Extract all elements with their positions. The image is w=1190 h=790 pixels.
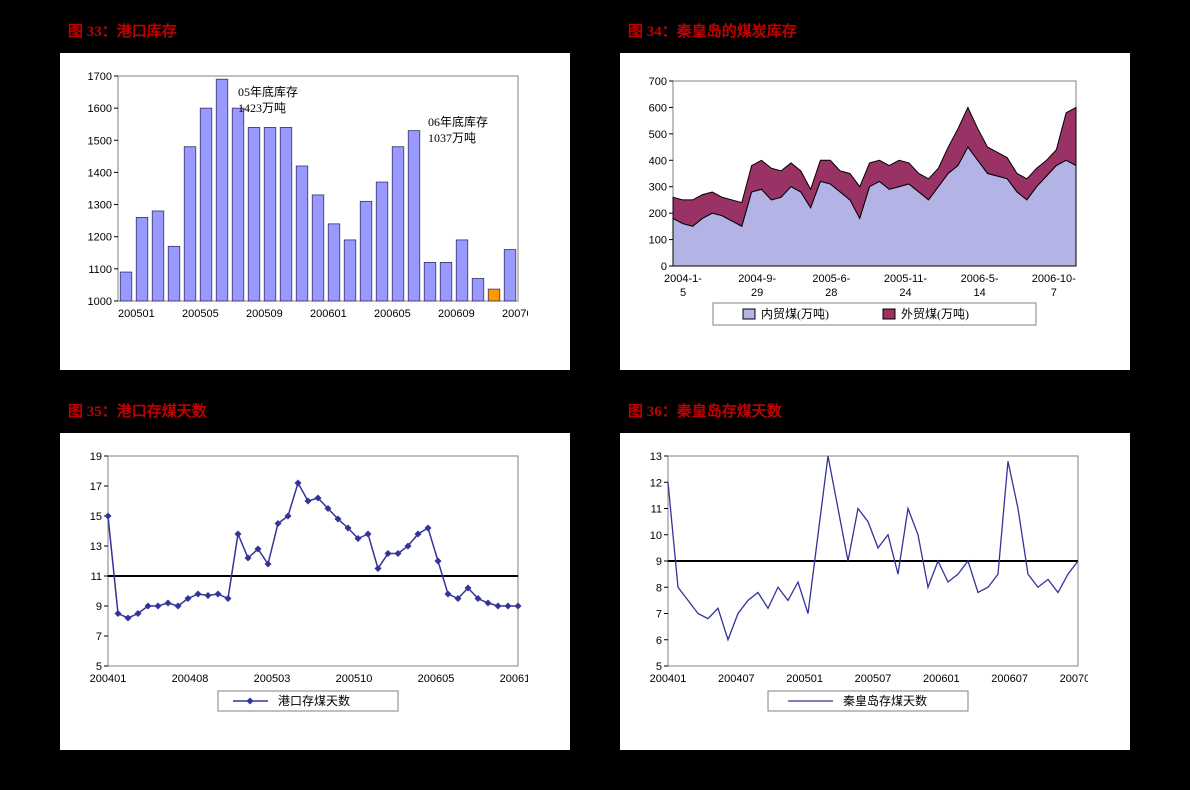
svg-text:200612: 200612: [500, 673, 528, 685]
svg-text:200401: 200401: [90, 673, 127, 685]
svg-text:200401: 200401: [650, 673, 687, 685]
svg-text:1300: 1300: [88, 200, 112, 212]
chart-33-svg: 1000 1100 1200 1300 1400 1500 1600 1700 200501 20…: [68, 61, 528, 341]
svg-text:1000: 1000: [88, 296, 112, 308]
chart-33: 1000 1100 1200 1300 1400 1500 1600 1700 200501 20…: [60, 53, 570, 370]
svg-text:200605: 200605: [418, 673, 455, 685]
svg-text:1037万吨: 1037万吨: [428, 131, 476, 145]
svg-text:8: 8: [656, 582, 662, 594]
svg-text:7: 7: [656, 609, 662, 621]
svg-text:2005-11-: 2005-11-: [884, 273, 928, 285]
svg-text:19: 19: [90, 451, 102, 463]
svg-text:2005-6-: 2005-6-: [812, 273, 850, 285]
svg-text:14: 14: [973, 287, 985, 299]
svg-text:17: 17: [90, 481, 102, 493]
title-33: 图 33：港口库存: [60, 20, 570, 41]
svg-text:200607: 200607: [991, 673, 1028, 685]
svg-text:200605: 200605: [374, 308, 411, 320]
svg-text:1500: 1500: [88, 135, 112, 147]
svg-text:200501: 200501: [118, 308, 155, 320]
svg-text:200510: 200510: [336, 673, 373, 685]
svg-text:2006-10-: 2006-10-: [1032, 273, 1076, 285]
svg-text:7: 7: [96, 631, 102, 643]
svg-text:9: 9: [656, 556, 662, 568]
svg-text:5: 5: [96, 661, 102, 673]
svg-text:6: 6: [656, 635, 662, 647]
svg-text:2004-9-: 2004-9-: [738, 273, 776, 285]
svg-text:11: 11: [651, 504, 662, 516]
svg-text:200505: 200505: [182, 308, 219, 320]
svg-text:300: 300: [649, 182, 667, 194]
svg-text:7: 7: [1051, 287, 1057, 299]
chart-35-svg: 5 7 9 11 13 15 17 19 200401 200408 200503 200510 200…: [68, 441, 528, 721]
svg-text:200601: 200601: [923, 673, 960, 685]
svg-text:内贸煤(万吨): 内贸煤(万吨): [761, 307, 829, 321]
panel-35: 图 35：港口存煤天数 5 7 9 11 13 15 17 19 200401 200408 200…: [60, 400, 570, 750]
svg-text:秦皇岛存煤天数: 秦皇岛存煤天数: [843, 693, 927, 708]
svg-text:13: 13: [90, 541, 102, 553]
title-34: 图 34：秦皇岛的煤炭库存: [620, 20, 1130, 41]
svg-text:400: 400: [649, 155, 667, 167]
svg-text:05年底库存: 05年底库存: [238, 84, 298, 99]
svg-text:200503: 200503: [254, 673, 291, 685]
svg-text:100: 100: [649, 235, 667, 247]
title-35: 图 35：港口存煤天数: [60, 400, 570, 421]
svg-text:9: 9: [96, 601, 102, 613]
svg-text:200501: 200501: [786, 673, 823, 685]
panel-33: 图 33：港口库存 1000 1100 1200 1300 1400 1500 1600 17…: [60, 20, 570, 370]
svg-text:15: 15: [90, 511, 102, 523]
svg-text:10: 10: [650, 530, 662, 542]
svg-text:1700: 1700: [88, 71, 112, 83]
svg-text:1400: 1400: [88, 167, 112, 179]
svg-text:13: 13: [650, 451, 662, 463]
svg-text:200407: 200407: [718, 673, 755, 685]
chart-34-svg: 0 100 200 300 400 500 600 700 2004-1- 5 2004-9- 29 2…: [628, 61, 1088, 341]
svg-text:1200: 1200: [88, 232, 112, 244]
svg-text:500: 500: [649, 129, 667, 141]
chart-34: 0 100 200 300 400 500 600 700 2004-1- 5 2004-9- 29 2…: [620, 53, 1130, 370]
title-36: 图 36：秦皇岛存煤天数: [620, 400, 1130, 421]
svg-text:200701: 200701: [1060, 673, 1088, 685]
svg-text:5: 5: [680, 287, 686, 299]
chart-36-svg: 5 6 7 8 9 10 11 12 13 200401 200407 200501 200507 200…: [628, 441, 1088, 721]
svg-text:5: 5: [656, 661, 662, 673]
svg-text:200408: 200408: [172, 673, 209, 685]
svg-text:0: 0: [661, 261, 667, 273]
svg-text:外贸煤(万吨): 外贸煤(万吨): [901, 307, 969, 321]
svg-text:200601: 200601: [310, 308, 347, 320]
svg-text:200701: 200701: [502, 308, 528, 320]
panel-34: 图 34：秦皇岛的煤炭库存 0 100 200 300 400 500 600 700 2004…: [620, 20, 1130, 370]
svg-text:2004-1-: 2004-1-: [664, 273, 702, 285]
svg-text:2006-5-: 2006-5-: [961, 273, 999, 285]
svg-text:港口存煤天数: 港口存煤天数: [278, 693, 350, 708]
svg-text:200609: 200609: [438, 308, 475, 320]
svg-text:28: 28: [825, 287, 837, 299]
chart-35: 5 7 9 11 13 15 17 19 200401 200408 200503 200510 200…: [60, 433, 570, 750]
panel-36: 图 36：秦皇岛存煤天数 5 6 7 8 9 10 11 12 13 200401 200407 20…: [620, 400, 1130, 750]
svg-text:200509: 200509: [246, 308, 283, 320]
svg-text:200: 200: [649, 208, 667, 220]
svg-text:1100: 1100: [88, 264, 112, 276]
svg-text:29: 29: [751, 287, 763, 299]
svg-text:24: 24: [899, 287, 911, 299]
chart-36: 5 6 7 8 9 10 11 12 13 200401 200407 200501 200507 200…: [620, 433, 1130, 750]
svg-text:1423万吨: 1423万吨: [238, 101, 286, 115]
svg-text:1600: 1600: [88, 103, 112, 115]
svg-text:11: 11: [91, 571, 102, 583]
svg-text:200507: 200507: [855, 673, 892, 685]
svg-text:600: 600: [649, 102, 667, 114]
chart-grid: 图 33：港口库存 100011001200130014001500160017…: [0, 0, 1190, 790]
svg-text:06年底库存: 06年底库存: [428, 114, 488, 129]
svg-text:700: 700: [649, 76, 667, 88]
svg-text:12: 12: [650, 477, 662, 489]
